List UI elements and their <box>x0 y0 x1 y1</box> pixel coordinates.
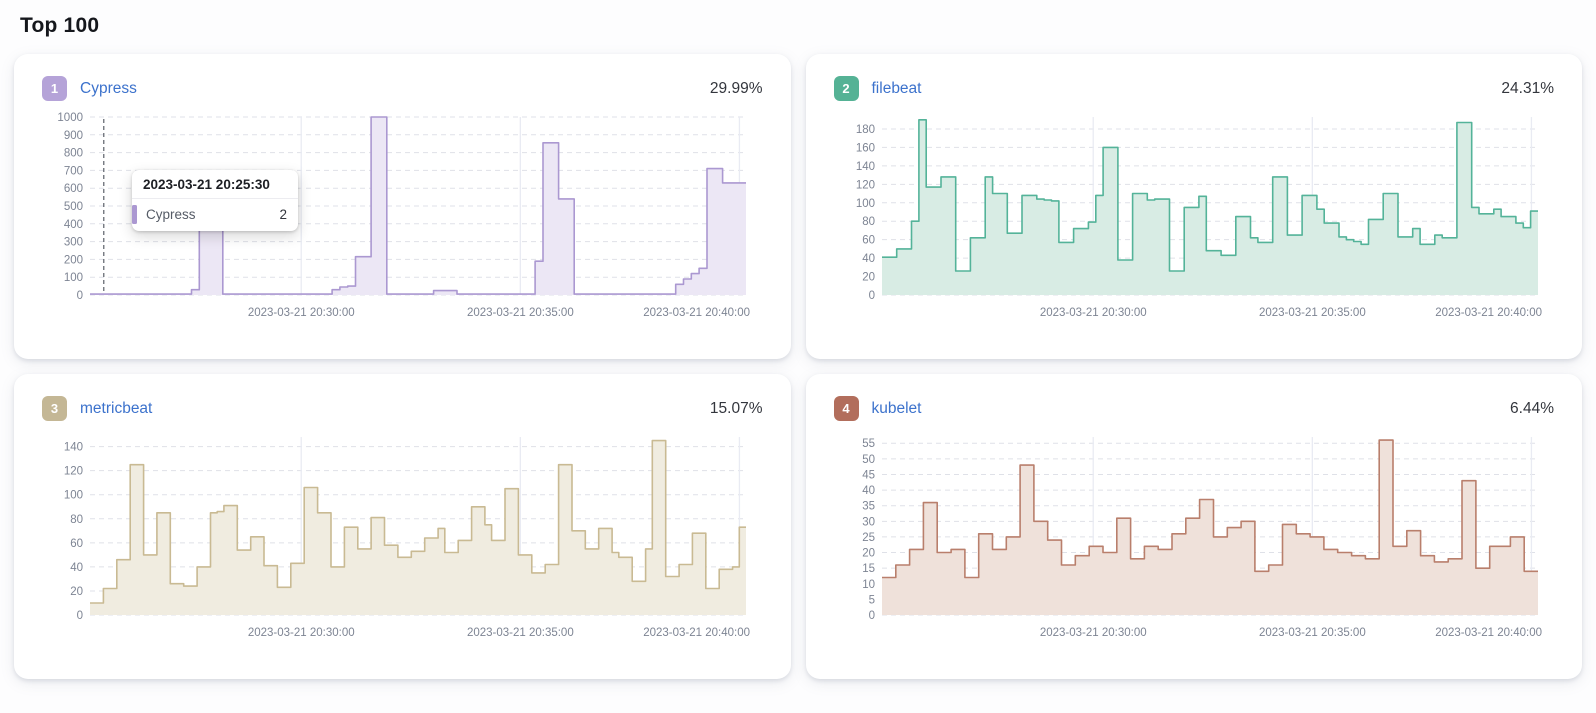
svg-text:30: 30 <box>862 516 875 528</box>
svg-text:100: 100 <box>855 198 874 210</box>
svg-text:25: 25 <box>862 532 875 544</box>
svg-text:15: 15 <box>862 563 875 575</box>
svg-text:2023-03-21 20:35:00: 2023-03-21 20:35:00 <box>467 307 574 319</box>
panel-header: 1 Cypress 29.99% <box>42 76 763 101</box>
svg-text:40: 40 <box>70 562 83 574</box>
svg-text:2023-03-21 20:30:00: 2023-03-21 20:30:00 <box>1039 627 1146 639</box>
tooltip-series-value: 2 <box>279 207 287 222</box>
svg-text:0: 0 <box>77 290 83 302</box>
svg-text:0: 0 <box>868 610 874 622</box>
svg-text:20: 20 <box>862 272 875 284</box>
svg-text:2023-03-21 20:35:00: 2023-03-21 20:35:00 <box>1258 307 1365 319</box>
svg-text:1000: 1000 <box>57 112 83 124</box>
svg-text:140: 140 <box>64 442 83 454</box>
percentage-value: 6.44% <box>1510 399 1554 417</box>
series-link[interactable]: metricbeat <box>80 399 153 417</box>
panels-grid: 1 Cypress 29.99% 0 100 200 300 400 500 600 700 8… <box>14 54 1582 679</box>
svg-text:140: 140 <box>855 161 874 173</box>
svg-text:2023-03-21 20:35:00: 2023-03-21 20:35:00 <box>467 627 574 639</box>
area-chart[interactable]: 0 20 40 60 80 100 120 140 2023-03-21 20:30:00 202… <box>42 429 763 658</box>
tooltip-timestamp: 2023-03-21 20:25:30 <box>132 170 298 199</box>
panel-header: 3 metricbeat 15.07% <box>42 396 763 421</box>
svg-text:900: 900 <box>64 130 83 142</box>
svg-text:80: 80 <box>862 216 875 228</box>
svg-text:180: 180 <box>855 124 874 136</box>
svg-text:2023-03-21 20:40:00: 2023-03-21 20:40:00 <box>1435 627 1542 639</box>
svg-text:2023-03-21 20:30:00: 2023-03-21 20:30:00 <box>248 307 355 319</box>
page-title: Top 100 <box>20 14 100 37</box>
svg-text:2023-03-21 20:35:00: 2023-03-21 20:35:00 <box>1258 627 1365 639</box>
svg-text:60: 60 <box>70 538 83 550</box>
chart-panel-filebeat: 2 filebeat 24.31% 0 20 40 60 80 100 120 140 160 1… <box>805 54 1582 359</box>
chart-panel-metricbeat: 3 metricbeat 15.07% 0 20 40 60 80 100 120 140 20… <box>14 374 791 679</box>
series-color-swatch <box>132 205 137 224</box>
chart-tooltip: 2023-03-21 20:25:30 Cypress 2 <box>132 170 298 231</box>
svg-text:2023-03-21 20:40:00: 2023-03-21 20:40:00 <box>643 627 750 639</box>
svg-text:100: 100 <box>64 490 83 502</box>
series-link[interactable]: kubelet <box>871 399 922 417</box>
svg-text:5: 5 <box>868 594 874 606</box>
area-chart[interactable]: 0 20 40 60 80 100 120 140 160 180 2023-03-21 20:30… <box>834 109 1555 338</box>
svg-text:20: 20 <box>70 586 83 598</box>
rank-badge: 1 <box>42 76 67 101</box>
panel-header: 2 filebeat 24.31% <box>833 76 1554 101</box>
svg-text:200: 200 <box>64 254 83 266</box>
svg-text:50: 50 <box>862 454 875 466</box>
svg-text:300: 300 <box>64 237 83 249</box>
rank-badge: 2 <box>833 76 859 101</box>
svg-text:55: 55 <box>862 438 875 450</box>
percentage-value: 24.31% <box>1501 79 1554 97</box>
svg-text:160: 160 <box>855 142 874 154</box>
svg-text:800: 800 <box>64 148 83 160</box>
svg-text:100: 100 <box>64 272 83 284</box>
svg-text:60: 60 <box>862 235 875 247</box>
svg-text:400: 400 <box>64 219 83 231</box>
svg-text:10: 10 <box>862 579 875 591</box>
svg-text:120: 120 <box>855 179 874 191</box>
svg-text:120: 120 <box>64 466 83 478</box>
svg-text:40: 40 <box>862 485 875 497</box>
svg-text:500: 500 <box>64 201 83 213</box>
svg-text:45: 45 <box>862 469 875 481</box>
svg-text:2023-03-21 20:30:00: 2023-03-21 20:30:00 <box>248 627 355 639</box>
svg-text:20: 20 <box>862 548 875 560</box>
area-chart[interactable]: 0 5 10 15 20 25 30 35 40 45 50 55 2023-03-21 20:30:0… <box>834 429 1555 658</box>
tooltip-row: Cypress 2 <box>132 199 298 231</box>
svg-text:2023-03-21 20:40:00: 2023-03-21 20:40:00 <box>643 307 750 319</box>
percentage-value: 29.99% <box>709 79 763 97</box>
chart-panel-kubelet: 4 kubelet 6.44% 0 5 10 15 20 25 30 35 40 45 50 55 20… <box>805 374 1582 679</box>
svg-text:40: 40 <box>862 253 875 265</box>
svg-text:2023-03-21 20:40:00: 2023-03-21 20:40:00 <box>1435 307 1542 319</box>
svg-text:700: 700 <box>64 165 83 177</box>
svg-text:600: 600 <box>64 183 83 195</box>
panel-header: 4 kubelet 6.44% <box>833 396 1554 421</box>
svg-text:0: 0 <box>868 290 874 302</box>
series-link[interactable]: Cypress <box>80 79 137 97</box>
tooltip-series-name: Cypress <box>146 207 196 222</box>
series-link[interactable]: filebeat <box>871 79 922 97</box>
percentage-value: 15.07% <box>709 399 763 417</box>
rank-badge: 3 <box>42 396 67 421</box>
rank-badge: 4 <box>833 396 859 421</box>
chart-panel-cypress: 1 Cypress 29.99% 0 100 200 300 400 500 600 700 8… <box>14 54 791 359</box>
svg-text:35: 35 <box>862 501 875 513</box>
svg-text:80: 80 <box>70 514 83 526</box>
svg-text:0: 0 <box>77 610 83 622</box>
svg-text:2023-03-21 20:30:00: 2023-03-21 20:30:00 <box>1039 307 1146 319</box>
